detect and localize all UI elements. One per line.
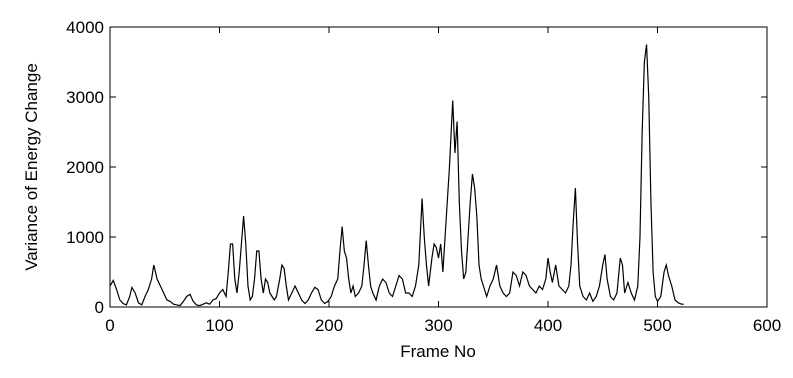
x-tick-label: 500 (643, 316, 671, 335)
y-axis-label: Variance of Energy Change (22, 63, 41, 271)
x-tick-label: 0 (105, 316, 114, 335)
y-tick-label: 0 (95, 298, 104, 317)
data-line (109, 44, 684, 307)
y-tick-label: 3000 (66, 88, 104, 107)
y-tick-label: 1000 (66, 228, 104, 247)
y-tick-label: 4000 (66, 18, 104, 37)
x-tick-label: 200 (315, 316, 343, 335)
x-tick-label: 400 (534, 316, 562, 335)
x-axis-label: Frame No (400, 342, 476, 361)
plot-frame (109, 26, 768, 308)
x-tick-label: 100 (205, 316, 233, 335)
y-tick-label: 2000 (66, 158, 104, 177)
x-tick-label: 300 (424, 316, 452, 335)
x-tick-label: 600 (753, 316, 781, 335)
